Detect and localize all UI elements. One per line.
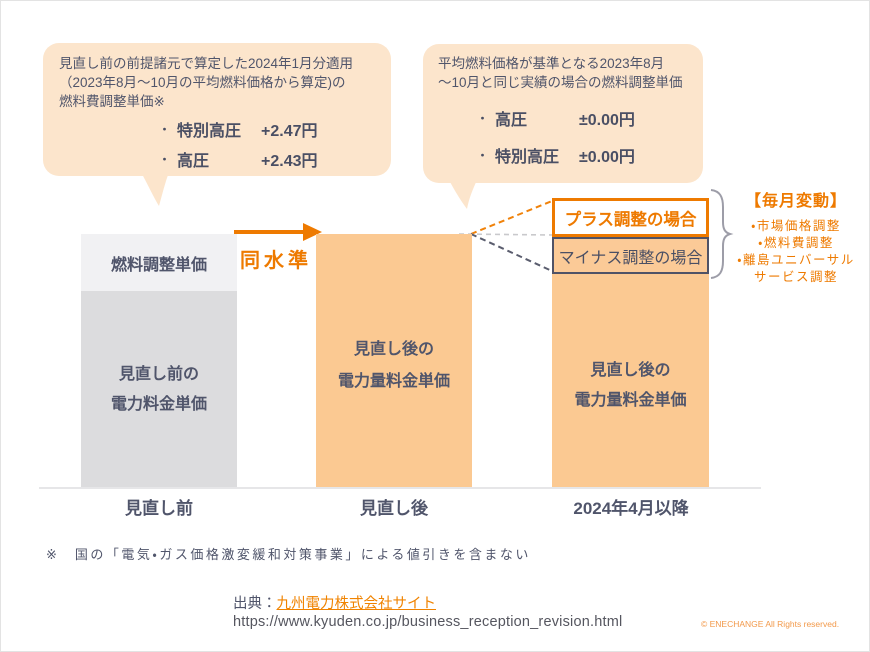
- bullet-icon: ・: [159, 154, 170, 166]
- monthly-variation-line: ・燃料費調整: [758, 236, 834, 250]
- bar-after-revision: 見直し後の 電力量料金単価: [316, 234, 472, 488]
- monthly-variation-title: 【毎月変動】: [744, 193, 847, 210]
- monthly-variation-line: サービス調整: [753, 270, 838, 284]
- footnote: ※ 国の「電気・ガス価格激変緩和対策事業」による値引きを含まない: [46, 547, 531, 562]
- callout-before-body: 見直し前の前提諸元で算定した2024年1月分適用 （2023年8月～10月の平均…: [59, 56, 354, 109]
- bar-segment-base-price: 見直し前の 電力料金単価: [81, 291, 237, 488]
- bar-segment-fuel-adjustment: 燃料調整単価: [81, 234, 237, 291]
- copyright-notice: © ENECHANGE All Rights reserved.: [701, 619, 840, 629]
- connector-dashed-level: [458, 233, 553, 236]
- bar-label-line1: 見直し後の: [353, 341, 434, 358]
- source-line: 出典：九州電力株式会社サイト: [233, 595, 622, 613]
- same-level-arrow-icon: [234, 223, 322, 241]
- connector-dashed-minus: [470, 233, 553, 272]
- bar-label-line2: 電力料金単価: [110, 395, 207, 413]
- source-url: https://www.kyuden.co.jp/business_recept…: [233, 614, 623, 630]
- axis-label-after: 見直し後: [360, 499, 428, 518]
- bullet-icon: ・: [159, 124, 170, 136]
- rate-value: ±0.00円: [579, 112, 635, 129]
- plus-adjustment-box: プラス調整の場合: [552, 198, 709, 237]
- list-item: ・ 特別高圧 ±0.00円: [477, 143, 688, 167]
- axis-baseline: [39, 487, 761, 489]
- source-link[interactable]: 九州電力株式会社サイト: [276, 596, 437, 612]
- speech-bubble-tail-left-icon: [141, 172, 169, 206]
- bullet-icon: ・: [477, 150, 488, 162]
- minus-adjustment-box: マイナス調整の場合: [552, 237, 709, 274]
- bar-label-line2: 電力量料金単価: [574, 392, 687, 409]
- rate-value: +2.43円: [261, 153, 318, 170]
- list-item: ・ 高圧 ±0.00円: [477, 106, 688, 130]
- rate-label: 特別高圧: [177, 123, 242, 140]
- axis-label-future: 2024年4月以降: [573, 499, 689, 518]
- monthly-variation-line: ・離島ユニバーサル: [737, 253, 855, 267]
- rate-label: 特別高圧: [495, 149, 560, 166]
- monthly-variation-note: 【毎月変動】 ・市場価格調整 ・燃料費調整 ・離島ユニバーサル サービス調整: [723, 187, 869, 286]
- callout-after-list: ・ 高圧 ±0.00円 ・ 特別高圧 ±0.00円: [477, 106, 688, 167]
- bar-future: 見直し後の 電力量料金単価: [552, 234, 709, 488]
- monthly-variation-line: ・市場価格調整: [751, 219, 841, 233]
- callout-after-revision: 平均燃料価格が基準となる2023年8月 ～10月と同じ実績の場合の燃料調整単価 …: [423, 44, 703, 183]
- source-block: 出典：九州電力株式会社サイト https://www.kyuden.co.jp/…: [233, 595, 622, 631]
- speech-bubble-tail-right-icon: [449, 180, 477, 209]
- callout-after-body: 平均燃料価格が基準となる2023年8月 ～10月と同じ実績の場合の燃料調整単価: [438, 56, 683, 90]
- callout-before-list: ・ 特別高圧 +2.47円 ・ 高圧 +2.43円: [159, 117, 375, 171]
- bar-label-line1: 見直し後の: [590, 362, 671, 379]
- bar-label-line1: 見直し前の: [118, 365, 199, 383]
- axis-label-before: 見直し前: [125, 499, 193, 518]
- list-item: ・ 高圧 +2.43円: [159, 147, 375, 171]
- bar-label-line2: 電力量料金単価: [337, 373, 450, 390]
- same-level-label: 同水準: [240, 250, 312, 272]
- source-prefix: 出典：: [233, 596, 277, 612]
- rate-label: 高圧: [495, 112, 528, 129]
- rate-value: +2.47円: [261, 123, 318, 140]
- rate-label: 高圧: [177, 153, 210, 170]
- list-item: ・ 特別高圧 +2.47円: [159, 117, 375, 141]
- bullet-icon: ・: [477, 113, 488, 125]
- rate-value: ±0.00円: [579, 149, 635, 166]
- connector-dashed-plus: [470, 200, 553, 235]
- bar-before-revision: 燃料調整単価 見直し前の 電力料金単価: [81, 234, 237, 488]
- callout-before-revision: 見直し前の前提諸元で算定した2024年1月分適用 （2023年8月～10月の平均…: [43, 43, 391, 176]
